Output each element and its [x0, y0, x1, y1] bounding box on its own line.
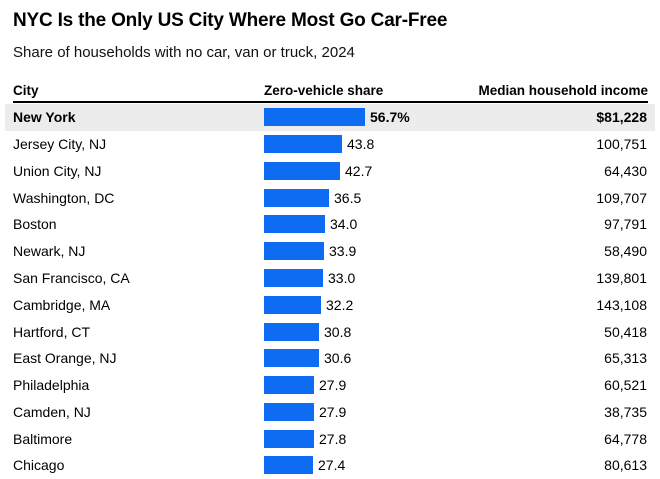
share-bar	[264, 402, 314, 421]
column-header-share: Zero-vehicle share	[264, 83, 384, 98]
share-value-label: 42.7	[345, 162, 373, 179]
chart-title: NYC Is the Only US City Where Most Go Ca…	[13, 10, 448, 31]
share-value-label: 56.7%	[370, 109, 410, 126]
share-bar	[264, 268, 323, 287]
city-label: Camden, NJ	[13, 403, 91, 420]
share-value-label: 33.9	[329, 243, 357, 260]
income-value: $81,228	[596, 109, 647, 126]
table-row: Washington, DC 36.5 109,707	[0, 184, 660, 211]
share-bar	[264, 349, 319, 368]
income-value: 60,521	[604, 377, 647, 394]
table-row: Boston 34.0 97,791	[0, 211, 660, 238]
city-label: San Francisco, CA	[13, 269, 130, 286]
income-value: 97,791	[604, 216, 647, 233]
city-label: Baltimore	[13, 430, 73, 447]
city-label: Washington, DC	[13, 189, 115, 206]
share-value-label: 34.0	[330, 216, 358, 233]
share-bar	[264, 215, 325, 234]
table-row: Union City, NJ 42.7 64,430	[0, 158, 660, 185]
city-label: Boston	[13, 216, 57, 233]
table-row: Camden, NJ 27.9 38,735	[0, 398, 660, 425]
share-value-label: 33.0	[328, 269, 356, 286]
income-value: 143,108	[596, 296, 647, 313]
table-row: East Orange, NJ 30.6 65,313	[0, 345, 660, 372]
table-body: New York 56.7% $81,228 Jersey City, NJ 4…	[0, 104, 660, 479]
table-row: Baltimore 27.8 64,778	[0, 425, 660, 452]
table-row: Newark, NJ 33.9 58,490	[0, 238, 660, 265]
share-value-label: 27.4	[318, 457, 346, 474]
table-row: Cambridge, MA 32.2 143,108	[0, 291, 660, 318]
share-bar	[264, 429, 314, 448]
city-label: New York	[13, 109, 76, 126]
income-value: 139,801	[596, 269, 647, 286]
income-value: 100,751	[596, 136, 647, 153]
income-value: 64,778	[604, 430, 647, 447]
share-bar	[264, 108, 365, 127]
column-header-city: City	[13, 83, 39, 98]
income-value: 80,613	[604, 457, 647, 474]
share-bar	[264, 242, 324, 261]
table-row: Chicago 27.4 80,613	[0, 452, 660, 479]
share-value-label: 27.9	[319, 377, 347, 394]
share-bar	[264, 322, 319, 341]
city-label: East Orange, NJ	[13, 350, 117, 367]
city-label: Newark, NJ	[13, 243, 86, 260]
header-divider	[13, 101, 648, 103]
share-value-label: 43.8	[347, 136, 375, 153]
income-value: 58,490	[604, 243, 647, 260]
city-label: Union City, NJ	[13, 162, 102, 179]
income-value: 50,418	[604, 323, 647, 340]
share-bar	[264, 376, 314, 395]
share-value-label: 32.2	[326, 296, 354, 313]
share-value-label: 30.8	[324, 323, 352, 340]
chart-subtitle: Share of households with no car, van or …	[13, 44, 355, 61]
share-value-label: 36.5	[334, 189, 362, 206]
city-label: Jersey City, NJ	[13, 136, 107, 153]
city-label: Cambridge, MA	[13, 296, 111, 313]
column-header-income: Median household income	[478, 83, 648, 98]
table-row: Hartford, CT 30.8 50,418	[0, 318, 660, 345]
table-row: Jersey City, NJ 43.8 100,751	[0, 131, 660, 158]
income-value: 65,313	[604, 350, 647, 367]
share-value-label: 30.6	[324, 350, 352, 367]
city-label: Hartford, CT	[13, 323, 91, 340]
income-value: 109,707	[596, 189, 647, 206]
table-row: New York 56.7% $81,228	[0, 104, 660, 131]
share-value-label: 27.9	[319, 403, 347, 420]
city-label: Chicago	[13, 457, 65, 474]
share-bar	[264, 456, 313, 475]
table-row: San Francisco, CA 33.0 139,801	[0, 265, 660, 292]
column-headers: City Zero-vehicle share Median household…	[0, 83, 660, 99]
share-bar	[264, 188, 329, 207]
city-label: Philadelphia	[13, 377, 90, 394]
income-value: 64,430	[604, 162, 647, 179]
income-value: 38,735	[604, 403, 647, 420]
share-value-label: 27.8	[319, 430, 347, 447]
share-bar	[264, 295, 321, 314]
share-bar	[264, 161, 340, 180]
table-row: Philadelphia 27.9 60,521	[0, 372, 660, 399]
share-bar	[264, 135, 342, 154]
